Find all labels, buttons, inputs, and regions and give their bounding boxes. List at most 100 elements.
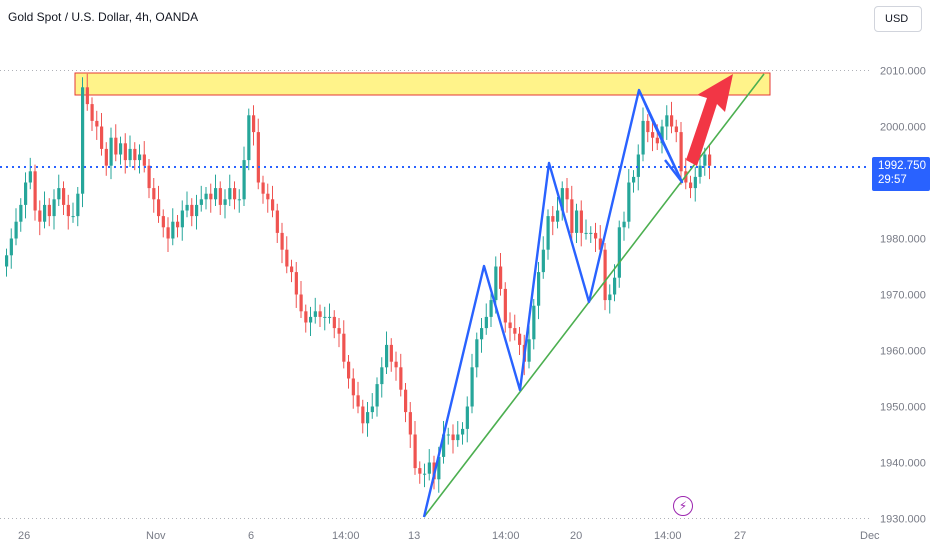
candle <box>565 178 569 213</box>
candle <box>109 127 113 180</box>
candle <box>299 281 303 319</box>
candle <box>133 142 137 171</box>
candle <box>385 331 389 375</box>
candle <box>323 306 327 331</box>
candle <box>589 226 593 243</box>
candle <box>475 332 479 378</box>
x-tick-label: 26 <box>18 530 30 542</box>
candle <box>351 368 355 409</box>
candle <box>114 124 118 162</box>
candle <box>361 399 365 434</box>
candle <box>5 248 9 277</box>
candle <box>575 203 579 243</box>
candle <box>237 189 241 213</box>
candle <box>152 178 156 213</box>
candle <box>537 262 541 320</box>
candle <box>294 262 298 308</box>
grid-layer <box>0 70 870 519</box>
candle <box>233 181 237 210</box>
candle <box>38 200 42 236</box>
x-tick-label: 13 <box>408 530 420 542</box>
x-tick-label: Dec <box>860 530 880 542</box>
candle <box>252 105 256 146</box>
candle <box>147 158 151 199</box>
candle <box>209 183 213 213</box>
candle <box>285 236 289 274</box>
candle <box>100 113 104 156</box>
current-price-value: 1992.750 <box>878 160 926 172</box>
lightning-icon[interactable]: ⚡ <box>673 496 693 516</box>
currency-button[interactable]: USD <box>874 6 922 32</box>
candle <box>337 318 341 348</box>
candle <box>508 312 512 342</box>
candle <box>280 222 284 264</box>
candle <box>28 157 32 190</box>
candle <box>9 228 13 269</box>
candle <box>627 169 631 229</box>
candle <box>104 142 108 176</box>
candle <box>199 185 203 212</box>
candle <box>708 144 712 180</box>
candle <box>541 236 545 279</box>
candle <box>646 114 650 143</box>
candle <box>62 181 66 215</box>
candle <box>228 174 232 207</box>
candle <box>484 303 488 335</box>
candle <box>423 463 427 488</box>
candle <box>579 200 583 247</box>
candle <box>513 314 517 341</box>
candle <box>651 122 655 152</box>
candle <box>465 396 469 443</box>
candle <box>404 382 408 423</box>
candle <box>427 449 431 481</box>
bar-countdown: 29:57 <box>878 174 907 186</box>
candle <box>665 105 669 140</box>
candle <box>489 293 493 327</box>
y-tick-label: 1980.000 <box>880 234 926 246</box>
zigzag-pattern-line <box>422 88 684 518</box>
candle <box>14 208 18 246</box>
candle <box>190 198 194 227</box>
candle <box>332 310 336 339</box>
candle <box>532 298 536 350</box>
y-tick-label: 1930.000 <box>880 514 926 526</box>
candle <box>204 186 208 210</box>
candle <box>399 353 403 397</box>
candle <box>570 185 574 240</box>
candle <box>674 119 678 143</box>
candle <box>218 181 222 215</box>
candle <box>641 107 645 162</box>
candle <box>546 209 550 260</box>
candle <box>451 424 455 454</box>
candle <box>176 214 180 238</box>
candle <box>81 77 85 208</box>
candle <box>670 101 674 134</box>
x-tick-label: 14:00 <box>332 530 360 542</box>
candle <box>247 108 251 171</box>
candle <box>128 135 132 167</box>
price-axis[interactable]: 2010.0002000.0001990.0001980.0001970.000… <box>880 66 926 526</box>
candle <box>442 421 446 464</box>
candle <box>195 194 199 230</box>
candle <box>318 304 322 327</box>
candle <box>242 146 246 207</box>
candle <box>389 338 393 372</box>
resistance-zone <box>74 72 771 96</box>
candle <box>261 175 265 204</box>
time-axis[interactable]: 26 Nov 6 14:00 13 14:00 20 14:00 27 Dec <box>18 530 880 542</box>
x-tick-label: 20 <box>570 530 582 542</box>
candle <box>413 421 417 475</box>
y-tick-label: 1970.000 <box>880 290 926 302</box>
candle <box>95 110 99 140</box>
current-price-tag: 1992.750 29:57 <box>872 157 930 191</box>
candle <box>613 264 617 302</box>
candle <box>313 297 317 324</box>
candle <box>617 220 621 288</box>
candle <box>90 97 94 131</box>
candle <box>256 118 260 190</box>
candle <box>636 144 640 191</box>
candle <box>418 461 422 484</box>
candle <box>19 198 23 232</box>
chart-title: Gold Spot / U.S. Dollar, 4h, OANDA <box>8 10 199 24</box>
